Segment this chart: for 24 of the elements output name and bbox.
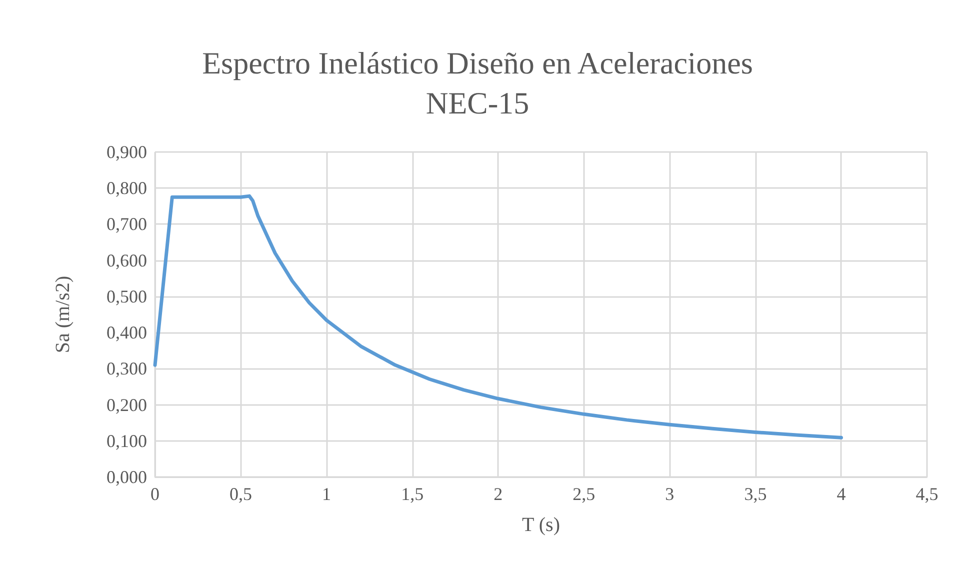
- x-tick-label: 3: [665, 484, 674, 504]
- chart-title: Espectro Inelástico Diseño en Aceleraciones NEC-15: [202, 46, 753, 120]
- x-tick-label: 0,5: [230, 484, 252, 504]
- x-tick-label: 4: [836, 484, 846, 504]
- y-tick-label: 0,500: [106, 286, 147, 306]
- y-tick-label: 0,800: [106, 178, 147, 198]
- x-tick-label: 0: [150, 484, 160, 504]
- y-tick-label: 0,700: [106, 214, 147, 234]
- x-tick-label: 1,5: [401, 484, 424, 504]
- x-tick-label: 4,5: [916, 484, 938, 504]
- x-tick-label: 2: [494, 484, 503, 504]
- line-series: [153, 194, 843, 440]
- y-tick-label: 0,100: [106, 430, 147, 451]
- y-tick-label: 0,600: [106, 250, 147, 270]
- x-tick-label: 2,5: [572, 484, 596, 504]
- y-tick-label: 0,900: [106, 142, 147, 162]
- x-tick-label: 3,5: [744, 484, 767, 504]
- x-axis-title: T (s): [522, 514, 560, 536]
- y-tick-label: 0,300: [106, 358, 147, 379]
- y-tick-label: 0,200: [106, 394, 147, 415]
- x-tick-label: 1: [322, 484, 332, 504]
- y-tick-label: 0,400: [106, 322, 147, 343]
- y-tick-label: 0,000: [106, 467, 147, 487]
- y-axis-title: Sa (m/s2): [52, 276, 74, 354]
